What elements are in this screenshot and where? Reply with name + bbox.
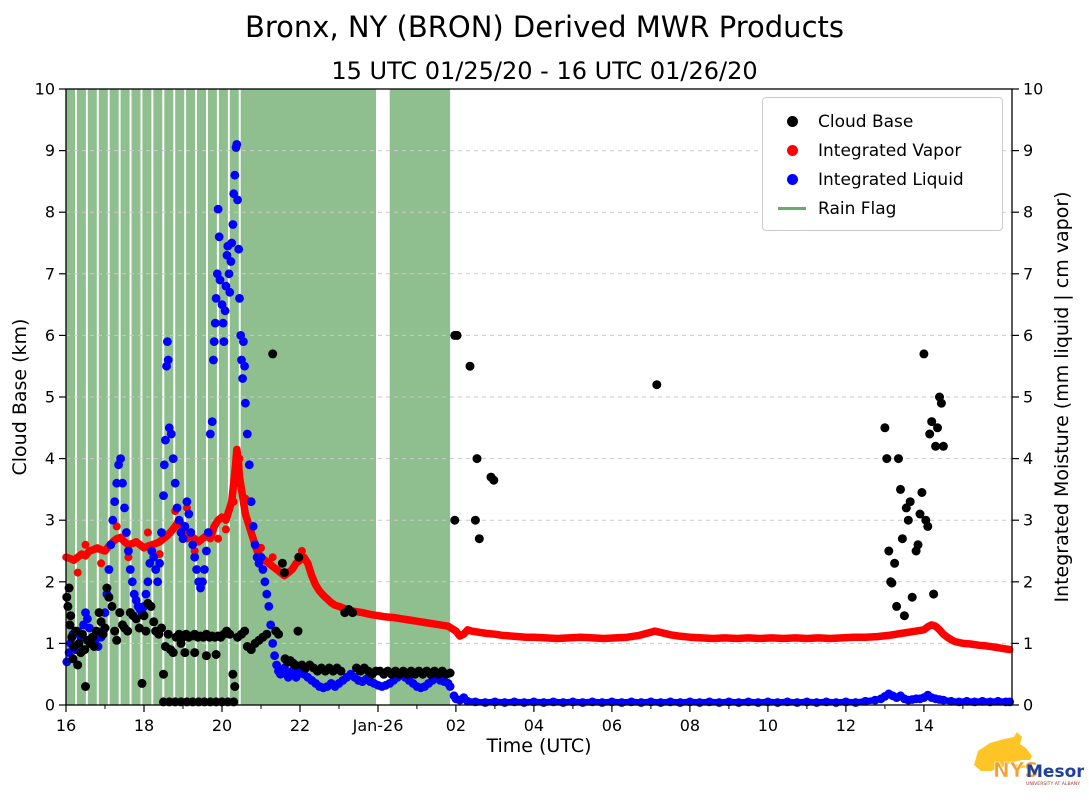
svg-text:6: 6	[1023, 326, 1033, 345]
x-axis-label: Time (UTC)	[486, 735, 592, 757]
legend: Cloud Base Integrated Vapor Integrated Liq…	[762, 97, 1003, 231]
svg-text:3: 3	[45, 511, 55, 530]
legend-marker-rain-flag-line	[778, 207, 806, 210]
svg-text:10: 10	[758, 716, 778, 735]
svg-text:4: 4	[45, 449, 55, 468]
svg-text:06: 06	[602, 716, 622, 735]
svg-text:Jan-26: Jan-26	[352, 716, 404, 735]
svg-text:4: 4	[1023, 449, 1033, 468]
y-gridlines	[66, 150, 1012, 644]
svg-text:08: 08	[680, 716, 700, 735]
cloud-base-marker-icon	[786, 116, 798, 127]
svg-text:10: 10	[35, 80, 55, 99]
svg-text:16: 16	[56, 716, 76, 735]
y-axis-label-right: Integrated Moisture (mm liquid | cm vapo…	[1051, 191, 1073, 603]
integrated-liquid-marker-icon	[786, 174, 798, 185]
svg-text:0: 0	[45, 696, 55, 715]
legend-item-integrated-vapor: Integrated Vapor	[763, 136, 1002, 165]
axis-ticks-and-labels: 16 18 20 22 Jan-26 02 04 06 08 10 12 140 01 12 23 34 45 5…	[35, 80, 1044, 736]
svg-text:2: 2	[45, 572, 55, 591]
logo-tagline: UNIVERSITY AT ALBANY	[1026, 781, 1080, 787]
svg-text:5: 5	[45, 388, 55, 407]
svg-text:9: 9	[45, 141, 55, 160]
svg-text:8: 8	[45, 203, 55, 222]
legend-label: Integrated Liquid	[818, 169, 964, 190]
nys-mesonet-logo: NYS Mesonet UNIVERSITY AT ALBANY	[974, 732, 1084, 787]
svg-text:04: 04	[524, 716, 544, 735]
rain-flag-marker-icon	[778, 207, 806, 210]
svg-text:3: 3	[1023, 511, 1033, 530]
chart-subtitle: 15 UTC 01/25/20 - 16 UTC 01/26/20	[331, 57, 758, 85]
svg-text:12: 12	[836, 716, 856, 735]
svg-text:7: 7	[45, 264, 55, 283]
svg-text:14: 14	[914, 716, 934, 735]
legend-marker-integrated-liquid-dot	[778, 174, 806, 185]
legend-item-integrated-liquid: Integrated Liquid	[763, 165, 1002, 194]
legend-item-cloud-base: Cloud Base	[763, 107, 1002, 136]
long-island-shape	[1013, 764, 1029, 770]
svg-text:2: 2	[1023, 572, 1033, 591]
logo-nys-text: NYS	[993, 758, 1039, 782]
logo-mesonet-text: Mesonet	[1026, 762, 1084, 782]
svg-text:20: 20	[212, 716, 232, 735]
series-integrated-liquid	[62, 140, 1015, 707]
legend-item-rain-flag: Rain Flag	[763, 194, 1002, 223]
svg-text:1: 1	[45, 634, 55, 653]
svg-text:18: 18	[134, 716, 154, 735]
svg-text:0: 0	[1023, 696, 1033, 715]
legend-label: Rain Flag	[818, 198, 897, 219]
svg-text:6: 6	[45, 326, 55, 345]
integrated-vapor-marker-icon	[786, 145, 798, 156]
y-axis-label-left: Cloud Base (km)	[9, 318, 31, 476]
svg-text:9: 9	[1023, 141, 1033, 160]
legend-label: Integrated Vapor	[818, 140, 962, 161]
svg-text:7: 7	[1023, 264, 1033, 283]
chart-title: Bronx, NY (BRON) Derived MWR Products	[244, 10, 844, 44]
legend-label: Cloud Base	[818, 111, 914, 132]
svg-text:5: 5	[1023, 388, 1033, 407]
ny-state-shape	[974, 732, 1032, 771]
svg-text:22: 22	[290, 716, 310, 735]
svg-text:10: 10	[1023, 80, 1043, 99]
svg-text:1: 1	[1023, 634, 1033, 653]
svg-text:8: 8	[1023, 203, 1033, 222]
svg-text:02: 02	[446, 716, 466, 735]
series-cloud-base	[62, 330, 948, 707]
legend-marker-integrated-vapor-dot	[778, 145, 806, 156]
legend-marker-cloud-base-dot	[778, 116, 806, 127]
